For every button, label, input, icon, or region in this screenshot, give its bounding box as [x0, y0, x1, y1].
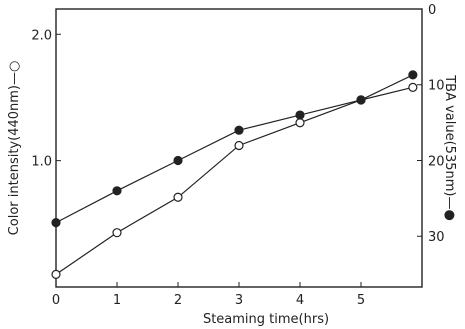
x-axis-label: Steaming time(hrs)	[203, 312, 329, 327]
x-tick-label: 2	[174, 293, 182, 308]
tba-value-point	[234, 125, 244, 135]
color-intensity-line	[55, 86, 413, 275]
color-intensity-point	[173, 192, 183, 202]
x-tick-label: 0	[52, 293, 60, 308]
tba-value-point	[408, 70, 418, 80]
y-right-tick-label: 20	[428, 154, 445, 169]
y-right-tick-label: 10	[428, 79, 445, 94]
color-intensity-point	[408, 82, 418, 92]
axis-tick-labels: 0 1 2 3 4 5 1.0 2.0 0 10 20 30	[31, 3, 444, 308]
y-axis-label-right: TBA value(535nm)—●	[442, 74, 457, 221]
y-right-tick-label: 30	[428, 230, 445, 245]
tba-value-point	[173, 155, 183, 166]
y-left-tick-label: 2.0	[31, 28, 52, 43]
x-tick-label: 1	[113, 293, 121, 308]
tba-value-point	[356, 95, 366, 105]
tba-value-point	[51, 218, 61, 228]
x-tick-label: 4	[296, 293, 304, 308]
series-group	[51, 70, 418, 279]
axis-ticks	[55, 8, 422, 287]
color-intensity-point	[112, 228, 122, 238]
tba-value-point	[112, 186, 122, 196]
color-intensity-point	[295, 118, 305, 128]
x-tick-label: 3	[235, 293, 243, 308]
color-intensity-point	[51, 269, 61, 279]
x-tick-label: 5	[357, 293, 365, 308]
color-intensity-point	[234, 140, 244, 151]
y-left-tick-label: 1.0	[31, 155, 52, 170]
tba-value-point	[295, 110, 305, 120]
y-axis-label-left: Color intensity(440nm)—○	[7, 61, 22, 236]
y-right-tick-label: 0	[428, 3, 436, 18]
